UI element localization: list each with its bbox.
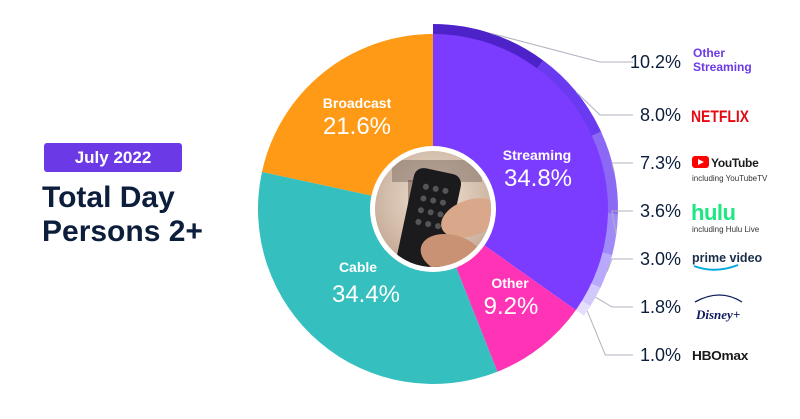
title-line-1: Total Day (42, 181, 175, 214)
disney-plus-logo: Disney+ (694, 294, 743, 322)
tv-remote-icon (370, 146, 496, 272)
brand-labels: Other Streaming NETFLIX YouTube includin… (691, 46, 768, 363)
leader-line-1 (576, 92, 633, 116)
leader-line-0 (490, 32, 633, 63)
breakdown-value-youtube: 7.3% (640, 153, 681, 173)
hbo-max-logo: HBOmax (692, 348, 749, 363)
leader-line-3 (611, 210, 633, 235)
slice-value-streaming: 34.8% (504, 165, 572, 192)
pie-slice-streaming (433, 34, 609, 311)
slice-value-broadcast: 21.6% (323, 113, 391, 140)
youtube-sub-label: including YouTubeTV (692, 174, 768, 183)
slice-label-streaming: Streaming (503, 147, 571, 163)
breakdown-value-hulu: 3.6% (640, 201, 681, 221)
breakdown-value-prime: 3.0% (640, 249, 681, 269)
leader-line-2 (611, 162, 633, 173)
slice-value-cable: 34.4% (332, 281, 400, 308)
breakdown-value-netflix: 8.0% (640, 105, 681, 125)
slice-label-broadcast: Broadcast (323, 95, 392, 111)
svg-text:Streaming: Streaming (693, 60, 752, 74)
breakdown-values: 10.2% 8.0% 7.3% 3.6% 3.0% 1.8% 1.0% (630, 52, 681, 365)
ring-segment-4 (589, 252, 613, 288)
netflix-logo: NETFLIX (691, 107, 750, 126)
slice-label-other: Other (491, 275, 529, 291)
prime-video-logo: prime video (692, 251, 763, 271)
hulu-sub-label: including Hulu Live (692, 225, 760, 234)
date-badge: July 2022 (44, 143, 182, 172)
hulu-logo: hulu including Hulu Live (691, 200, 760, 234)
svg-text:Disney+: Disney+ (695, 307, 740, 322)
svg-text:Other: Other (693, 46, 725, 60)
other-streaming-label: Other Streaming (693, 46, 752, 74)
breakdown-value-disney: 1.8% (640, 297, 681, 317)
title-line-2: Persons 2+ (42, 215, 203, 248)
ring-segment-0 (433, 24, 544, 71)
breakdown-value-hbomax: 1.0% (640, 345, 681, 365)
leader-lines (490, 32, 633, 356)
youtube-logo: YouTube including YouTubeTV (692, 156, 768, 183)
leader-line-5 (595, 296, 633, 308)
svg-text:prime video: prime video (692, 251, 763, 265)
slice-value-other: 9.2% (484, 293, 539, 320)
leader-line-4 (606, 258, 633, 272)
ring-segment-5 (580, 282, 601, 307)
leader-line-6 (586, 310, 633, 356)
ring-segment-3 (600, 213, 618, 256)
breakdown-value-other-streaming: 10.2% (630, 52, 681, 72)
slice-label-cable: Cable (339, 259, 377, 275)
svg-text:hulu: hulu (691, 200, 735, 225)
svg-text:YouTube: YouTube (711, 156, 759, 170)
slice-labels: Broadcast 21.6% Streaming 34.8% Cable 34… (323, 95, 572, 320)
page-title: Total Day Persons 2+ (42, 181, 242, 249)
